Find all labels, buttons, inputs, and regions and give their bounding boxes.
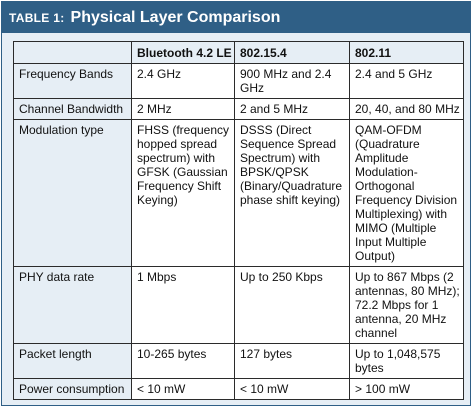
table-row: Packet length 10-265 bytes 127 bytes Up … xyxy=(13,343,464,379)
row-label-power-consumption: Power consumption xyxy=(13,378,132,400)
cell-802-11: 20, 40, and 80 MHz xyxy=(349,98,464,120)
cell-bluetooth: 2 MHz xyxy=(131,98,235,120)
row-label-channel-bandwidth: Channel Bandwidth xyxy=(13,98,132,120)
cell-bluetooth: < 10 mW xyxy=(131,378,235,400)
row-label-frequency-bands: Frequency Bands xyxy=(13,63,132,99)
cell-802-11: > 100 mW xyxy=(349,378,464,400)
cell-bluetooth: 1 Mbps xyxy=(131,266,235,344)
header-802-11: 802.11 xyxy=(349,41,464,64)
header-corner xyxy=(13,41,132,64)
table-title-bar: TABLE 1: Physical Layer Comparison xyxy=(2,2,470,33)
table-row: Power consumption < 10 mW < 10 mW > 100 … xyxy=(13,378,464,400)
cell-802-15-4: 127 bytes xyxy=(234,343,350,379)
header-bluetooth: Bluetooth 4.2 LE xyxy=(131,41,235,64)
table-header-row: Bluetooth 4.2 LE 802.15.4 802.11 xyxy=(13,41,464,64)
row-label-packet-length: Packet length xyxy=(13,343,132,379)
cell-bluetooth: 2.4 GHz xyxy=(131,63,235,99)
cell-802-15-4: 900 MHz and 2.4 GHz xyxy=(234,63,350,99)
table-row: Frequency Bands 2.4 GHz 900 MHz and 2.4 … xyxy=(13,63,464,99)
cell-802-11: Up to 1,048,575 bytes xyxy=(349,343,464,379)
cell-802-11: QAM-OFDM (Quadrature Amplitude Modulatio… xyxy=(349,119,464,267)
table-row: Channel Bandwidth 2 MHz 2 and 5 MHz 20, … xyxy=(13,98,464,120)
row-label-modulation-type: Modulation type xyxy=(13,119,132,267)
table-row: PHY data rate 1 Mbps Up to 250 Kbps Up t… xyxy=(13,266,464,344)
cell-802-15-4: Up to 250 Kbps xyxy=(234,266,350,344)
physical-layer-table: Bluetooth 4.2 LE 802.15.4 802.11 Frequen… xyxy=(13,41,464,400)
cell-802-11: 2.4 and 5 GHz xyxy=(349,63,464,99)
header-802-15-4: 802.15.4 xyxy=(234,41,350,64)
cell-802-11: Up to 867 Mbps (2 antennas, 80 MHz); 72.… xyxy=(349,266,464,344)
cell-bluetooth: 10-265 bytes xyxy=(131,343,235,379)
row-label-phy-data-rate: PHY data rate xyxy=(13,266,132,344)
table-number: TABLE 1: xyxy=(9,10,65,25)
table-row: Modulation type FHSS (frequency hopped s… xyxy=(13,119,464,267)
cell-bluetooth: FHSS (frequency hopped spread spectrum) … xyxy=(131,119,235,267)
cell-802-15-4: < 10 mW xyxy=(234,378,350,400)
cell-802-15-4: DSSS (Direct Sequence Spread Spectrum) w… xyxy=(234,119,350,267)
table-title: Physical Layer Comparison xyxy=(70,8,281,26)
cell-802-15-4: 2 and 5 MHz xyxy=(234,98,350,120)
